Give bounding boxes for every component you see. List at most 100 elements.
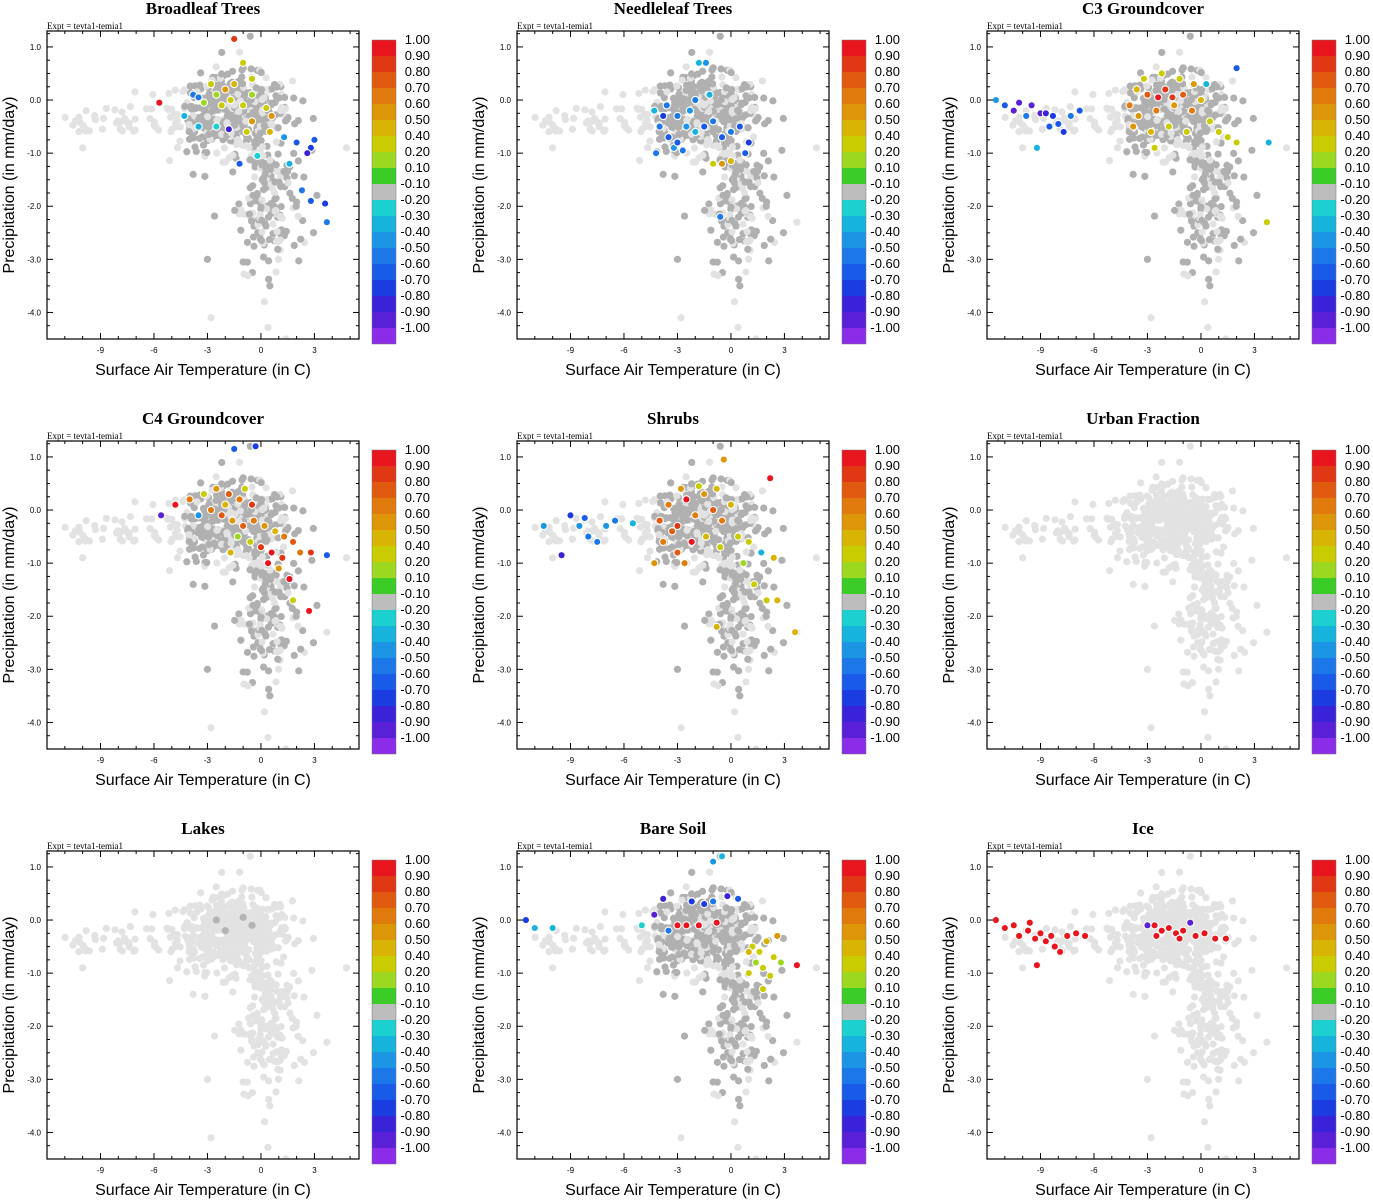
- data-point: [773, 596, 782, 605]
- background-point: [257, 203, 265, 211]
- data-point: [297, 186, 307, 195]
- background-point: [199, 527, 207, 535]
- background-point: [239, 668, 247, 676]
- y-axis-label: Precipitation (in mm/day): [471, 97, 488, 274]
- background-point: [635, 156, 644, 165]
- background-point: [274, 150, 282, 158]
- data-point: [651, 148, 661, 158]
- data-point: [716, 212, 725, 222]
- background-point: [248, 483, 256, 491]
- background-point: [723, 189, 731, 198]
- data-point: [694, 58, 704, 68]
- data-point: [320, 199, 330, 208]
- background-point: [284, 179, 292, 187]
- y-axis-label: Precipitation (in mm/day): [941, 97, 958, 274]
- data-point: [265, 127, 275, 137]
- background-point: [769, 97, 777, 105]
- background-point: [683, 116, 691, 124]
- data-point: [221, 500, 230, 509]
- background-point: [231, 206, 239, 214]
- background-point: [236, 507, 244, 515]
- background-point: [712, 527, 720, 535]
- background-point: [260, 122, 269, 130]
- background-point: [166, 113, 175, 121]
- background-point: [274, 655, 282, 663]
- background-point: [192, 557, 200, 566]
- background-point: [716, 442, 724, 450]
- background-point: [749, 133, 758, 141]
- background-point: [682, 81, 691, 89]
- background-point: [181, 512, 189, 520]
- background-point: [682, 473, 690, 481]
- background-point: [258, 505, 266, 514]
- background-point: [744, 124, 752, 132]
- background-point: [1189, 233, 1198, 241]
- colorbar-border: [371, 39, 397, 345]
- background-point: [743, 638, 751, 646]
- background-point: [1143, 82, 1151, 90]
- background-point: [1230, 149, 1238, 158]
- background-point: [246, 610, 255, 618]
- background-point: [1179, 538, 1187, 546]
- background-point: [1001, 113, 1009, 121]
- background-point: [753, 115, 761, 124]
- data-point: [717, 516, 727, 525]
- background-point: [715, 536, 723, 544]
- background-point: [1113, 144, 1122, 152]
- background-point: [234, 90, 242, 98]
- background-point: [719, 233, 728, 241]
- data-point: [185, 495, 194, 504]
- background-point: [690, 144, 699, 152]
- y-tick-label: -3.0: [497, 255, 511, 264]
- background-point: [705, 610, 713, 618]
- data-point: [708, 505, 718, 515]
- background-point: [229, 168, 237, 176]
- colorbar-label: -0.60: [870, 666, 900, 681]
- background-point: [239, 258, 247, 266]
- background-point: [701, 616, 709, 624]
- background-point: [234, 136, 242, 144]
- data-point: [230, 79, 239, 89]
- background-point: [257, 478, 265, 487]
- background-point: [261, 579, 269, 588]
- colorbar-label: 0.60: [875, 96, 900, 111]
- data-point: [733, 532, 743, 541]
- background-point: [765, 667, 773, 675]
- background-point: [256, 620, 264, 629]
- background-point: [728, 143, 737, 151]
- background-point: [729, 596, 738, 604]
- colorbar-segment: [372, 168, 396, 184]
- background-point: [1132, 147, 1140, 156]
- background-point: [734, 323, 742, 332]
- colorbar-segment: [842, 184, 866, 200]
- y-tick-label: 0.0: [30, 96, 42, 105]
- background-point: [263, 205, 271, 213]
- data-point: [1205, 117, 1215, 126]
- background-point: [646, 137, 654, 145]
- background-point: [123, 117, 131, 126]
- background-point: [680, 622, 689, 630]
- background-point: [727, 68, 735, 77]
- data-point: [279, 532, 289, 541]
- background-point: [756, 573, 764, 581]
- data-point: [1129, 122, 1138, 131]
- data-point: [650, 558, 659, 568]
- background-point: [61, 113, 69, 121]
- background-point: [1038, 125, 1046, 133]
- colorbar-segment: [842, 312, 866, 328]
- expt-label: Expt = tevta1-temia1: [987, 431, 1063, 441]
- background-point: [79, 554, 87, 562]
- background-point: [235, 107, 243, 116]
- background-point: [251, 160, 259, 168]
- background-point: [1185, 536, 1193, 544]
- data-point: [292, 138, 301, 147]
- background-point: [728, 196, 736, 204]
- background-point: [1212, 268, 1220, 276]
- background-point: [246, 594, 254, 602]
- background-point: [260, 708, 269, 716]
- background-point: [246, 32, 254, 40]
- colorbar-segment: [372, 594, 396, 610]
- background-point: [203, 113, 212, 121]
- background-point: [588, 108, 596, 116]
- background-point: [716, 184, 724, 192]
